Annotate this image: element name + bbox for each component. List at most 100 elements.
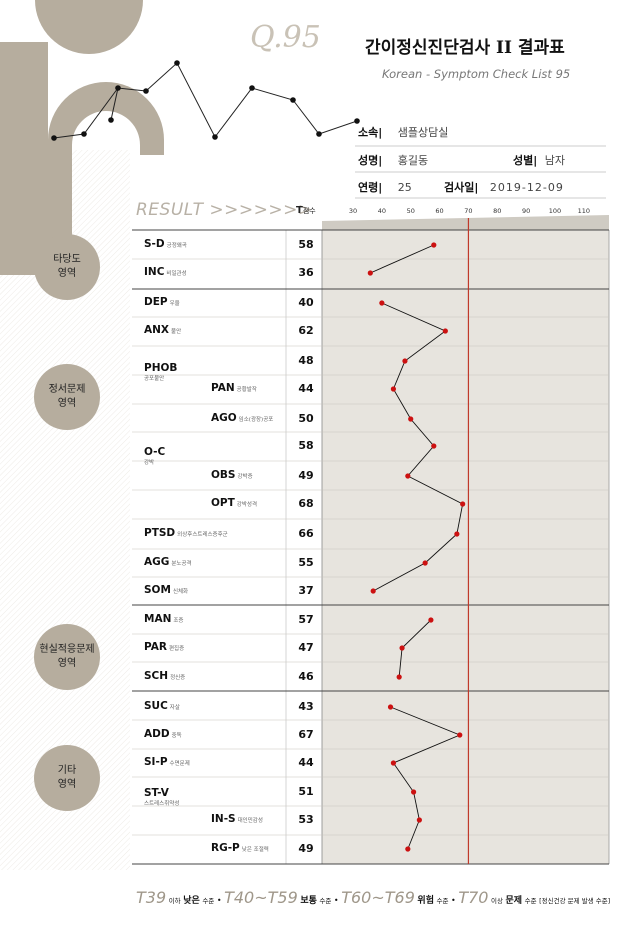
row-label: SCH 정신증 [144,670,185,682]
data-point [431,443,437,449]
gender-value: 남자 [544,154,566,167]
legend-t70-b: 문제 [505,896,523,906]
row-code: RG-P [211,842,240,854]
row-label: INC 비일관성 [144,266,187,278]
row-code: OBS [211,469,236,481]
row-desc: 낮은 조절력 [241,847,269,853]
legend-t60-c: 수준 [436,897,449,905]
t-score-heading: T점수 [296,205,316,216]
row-score: 47 [298,641,314,654]
group-code: ST-V [144,787,169,799]
row-score: 44 [298,382,314,395]
gender-label: 성별| [513,154,538,167]
name-field: 성명| 홍길동 [358,152,428,168]
row-score: 50 [298,412,314,425]
data-point [411,789,417,795]
data-point [422,560,428,566]
row-desc: 강박증 [237,474,253,480]
legend-t39-c: 수준 [202,897,215,905]
row-desc: 공황발작 [236,387,257,393]
row-label: RG-P 낮은 조절력 [211,842,269,854]
top-half-circle [35,0,143,54]
domain-badge-line2: 영역 [57,268,77,279]
x-tick-label: 70 [464,207,473,215]
row-desc: 자살 [169,705,180,711]
row-label: AGG 분노공격 [144,556,192,568]
row-label: OBS 강박증 [211,469,253,481]
data-point [379,300,385,306]
domain-badge-line2: 영역 [57,398,77,409]
date-field: 검사일| 2019-12-09 [444,179,564,195]
legend-t39: T39 [136,888,167,907]
x-tick-label: 60 [435,207,444,215]
row-desc: 긍정왜곡 [166,243,187,249]
group-phob: PHOB 공포불안 [144,362,177,382]
row-code: PAN [211,382,235,394]
domain-badge-line1: 타당도 [53,254,81,265]
data-point [416,817,422,823]
row-label: SOM 신체화 [144,584,188,596]
group-oc: O-C 강박 [144,446,165,466]
row-desc: 강박성격 [236,502,258,508]
row-score: 37 [298,584,314,597]
arch-shape [0,42,164,275]
legend-t40: T40~T59 [224,888,298,907]
data-point [442,328,448,334]
date-value: 2019-12-09 [489,181,564,194]
row-score: 55 [298,556,314,569]
x-tick-label: 50 [406,207,415,215]
row-label: SI-P 수면문제 [144,756,190,768]
row-desc: 수면문제 [169,761,190,767]
data-point [457,732,463,738]
domain-badge-line2: 영역 [57,658,77,669]
legend-t70-a: 이상 [491,897,503,905]
row-score: 62 [298,324,314,337]
legend-t70-c: 수준 [524,897,537,905]
age-field: 연령| 25 [358,179,412,195]
row-desc: 외상후스트레스증후군 [177,532,228,538]
age-value: 25 [397,181,412,194]
row-label: IN-S 대인민감성 [211,813,263,825]
row-label: PTSD 외상후스트레스증후군 [144,527,228,539]
domain-badge-line2: 영역 [57,779,77,790]
row-desc: 불안 [171,329,182,335]
row-desc: 정신증 [170,675,186,681]
row-code: AGO [211,412,237,424]
group-desc: 스트레스취약성 [144,801,180,807]
legend-t60-b: 위험 [417,896,434,906]
row-code: OPT [211,497,235,509]
gender-field: 성별| 남자 [513,152,565,168]
x-tick-label: 80 [493,207,502,215]
data-point [390,386,396,392]
row-code: PAR [144,641,167,653]
affiliation-label: 소속| [358,126,383,139]
data-point [405,473,411,479]
row-label: OPT 강박성격 [211,497,257,509]
row-score: 58 [298,238,314,251]
info-lines [355,145,606,199]
affiliation-field: 소속| 샘플상담실 [358,124,448,140]
row-score: 46 [298,670,314,683]
row-score: 49 [298,842,314,855]
row-score: 66 [298,527,314,540]
domain-badge-line1: 정서문제 [48,384,86,395]
group-stv: ST-V 스트레스취약성 [144,787,179,807]
row-desc: 우울 [169,301,180,307]
row-label: ADD 중독 [144,728,182,740]
x-tick-label: 30 [348,207,358,215]
domain-badge-reality: 현실적응문제 영역 [34,624,100,690]
row-desc: 조증 [173,618,184,624]
row-label: ANX 불안 [144,324,181,336]
row-code: DEP [144,296,168,308]
domain-badge-line1: 기타 [57,765,77,776]
result-heading: RESULT >>>>>>> [136,200,313,220]
data-point [370,588,376,594]
row-label: PAN 공황발작 [211,382,257,394]
row-code: SCH [144,670,169,682]
row-desc: 편집증 [168,646,185,652]
row-score: 49 [298,469,314,482]
row-score: 67 [298,728,314,741]
row-desc: 중독 [171,733,182,739]
row-code: SOM [144,584,171,596]
